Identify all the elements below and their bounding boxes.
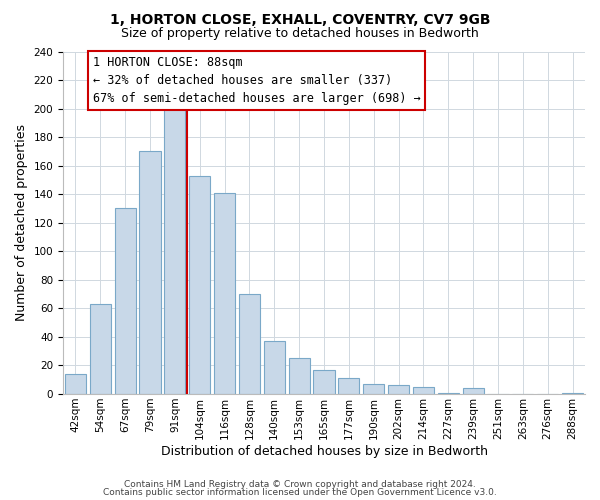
Text: 1, HORTON CLOSE, EXHALL, COVENTRY, CV7 9GB: 1, HORTON CLOSE, EXHALL, COVENTRY, CV7 9…	[110, 12, 490, 26]
Bar	[289, 358, 310, 394]
Bar	[562, 392, 583, 394]
Text: Contains public sector information licensed under the Open Government Licence v3: Contains public sector information licen…	[103, 488, 497, 497]
Bar	[214, 193, 235, 394]
Bar	[388, 386, 409, 394]
Bar	[413, 387, 434, 394]
Bar	[139, 152, 161, 394]
Bar	[90, 304, 111, 394]
Bar	[313, 370, 335, 394]
Text: 1 HORTON CLOSE: 88sqm
← 32% of detached houses are smaller (337)
67% of semi-det: 1 HORTON CLOSE: 88sqm ← 32% of detached …	[93, 56, 421, 105]
Bar	[463, 388, 484, 394]
X-axis label: Distribution of detached houses by size in Bedworth: Distribution of detached houses by size …	[161, 444, 488, 458]
Bar	[264, 341, 285, 394]
Text: Contains HM Land Registry data © Crown copyright and database right 2024.: Contains HM Land Registry data © Crown c…	[124, 480, 476, 489]
Bar	[115, 208, 136, 394]
Bar	[164, 108, 185, 394]
Bar	[438, 392, 459, 394]
Bar	[189, 176, 210, 394]
Y-axis label: Number of detached properties: Number of detached properties	[15, 124, 28, 322]
Text: Size of property relative to detached houses in Bedworth: Size of property relative to detached ho…	[121, 28, 479, 40]
Bar	[239, 294, 260, 394]
Bar	[65, 374, 86, 394]
Bar	[363, 384, 384, 394]
Bar	[338, 378, 359, 394]
